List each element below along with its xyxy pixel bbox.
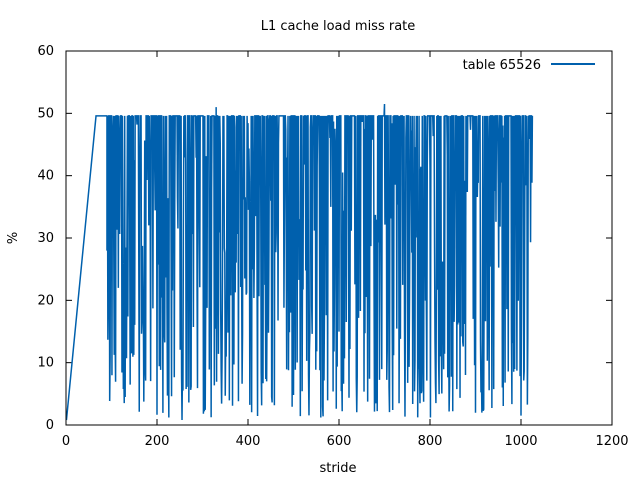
- chart-title: L1 cache load miss rate: [261, 19, 416, 34]
- x-tick-label: 400: [236, 434, 261, 449]
- x-tick-label: 1200: [595, 434, 628, 449]
- axis-ticks: 0 200 400 600 800 1000 1200 0 10 20 30 40 50 60: [37, 44, 628, 449]
- y-tick-label: 30: [37, 231, 54, 246]
- series-line-table-65526: [65, 103, 534, 421]
- y-tick-label: 0: [46, 418, 54, 433]
- x-tick-label: 1000: [504, 434, 537, 449]
- x-tick-label: 600: [327, 434, 352, 449]
- legend-entry-label: table 65526: [463, 58, 541, 73]
- y-axis-label: %: [6, 232, 21, 244]
- x-tick-label: 200: [145, 434, 170, 449]
- x-axis-label: stride: [319, 461, 356, 476]
- y-tick-label: 50: [37, 106, 54, 121]
- y-tick-label: 60: [37, 44, 54, 59]
- y-tick-label: 40: [37, 169, 54, 184]
- x-tick-label: 800: [418, 434, 443, 449]
- x-tick-label: 0: [62, 434, 70, 449]
- y-tick-label: 10: [37, 356, 54, 371]
- y-tick-label: 20: [37, 293, 54, 308]
- plot-area: [65, 103, 534, 421]
- plot-frame: [65, 50, 613, 426]
- legend: table 65526: [463, 58, 595, 73]
